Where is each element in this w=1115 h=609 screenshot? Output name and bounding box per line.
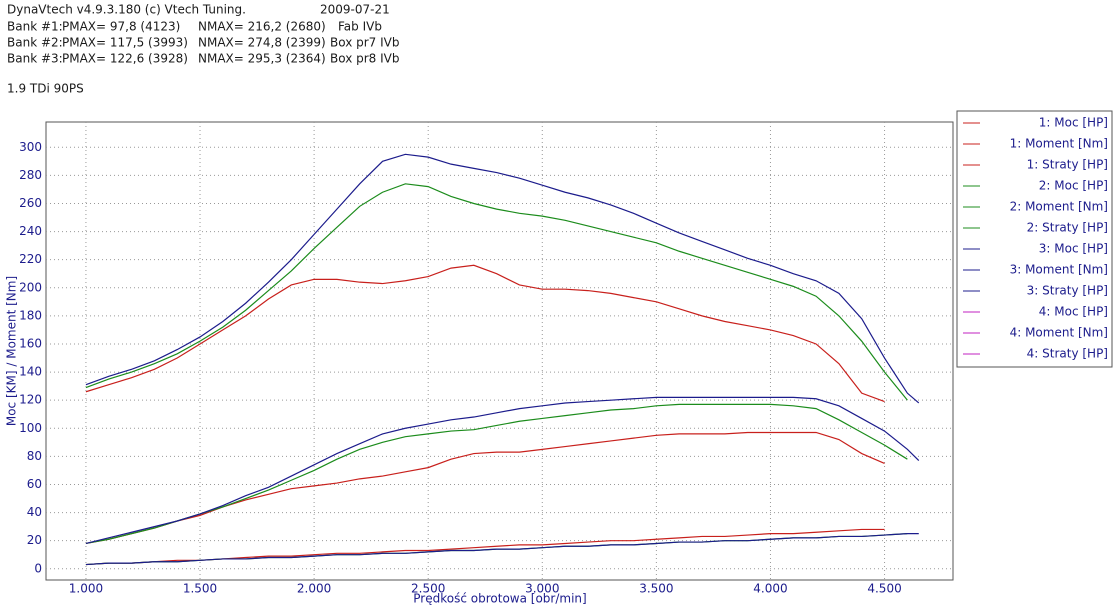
y-axis-title: Moc [KM] / Moment [Nm] [5,276,19,426]
pmax: PMAX= 97,8 (4123) [62,20,180,34]
legend-label: 1: Moc [HP] [1039,116,1108,130]
y-tick-label: 60 [27,477,42,491]
legend-label: 1: Straty [HP] [1027,158,1108,172]
x-tick-label: 4.500 [867,582,901,596]
y-tick-label: 100 [19,421,42,435]
y-tick-label: 40 [27,505,42,519]
pmax: PMAX= 122,6 (3928) [62,52,188,66]
legend [956,110,1113,368]
y-tick-label: 300 [19,140,42,154]
engine: 1.9 TDi 90PS [7,82,84,96]
y-tick-label: 180 [19,308,42,322]
nmax: NMAX= 274,8 (2399) [198,36,326,50]
date: 2009-07-21 [320,3,390,17]
y-tick-label: 240 [19,224,42,238]
legend-label: 3: Moc [HP] [1039,242,1108,256]
legend-label: 3: Moment [Nm] [1010,263,1108,277]
x-tick-label: 2.500 [411,582,445,596]
series-line [85,264,885,403]
legend-label: 4: Moc [HP] [1039,305,1108,319]
y-tick-label: 120 [19,393,42,407]
legend-label: 3: Straty [HP] [1027,284,1108,298]
plot-frame [45,121,954,581]
legend-label: 4: Moment [Nm] [1010,326,1108,340]
y-tick-label: 260 [19,196,42,210]
bank-name: Fab IVb [338,20,382,34]
series-line [85,183,908,401]
legend-label: 2: Moment [Nm] [1010,200,1108,214]
x-tick-label: 1.500 [183,582,217,596]
bank-name: Box pr8 IVb [330,52,400,66]
legend-label: 2: Straty [HP] [1027,221,1108,235]
series-line [85,396,920,545]
bank-name: Box pr7 IVb [330,36,400,50]
x-tick-label: 3.000 [525,582,559,596]
nmax: NMAX= 216,2 (2680) [198,20,326,34]
bank: Bank #2: [7,36,63,50]
y-tick-label: 280 [19,168,42,182]
y-tick-label: 80 [27,449,42,463]
series-line [85,403,908,545]
y-tick-label: 0 [34,561,42,575]
x-tick-label: 4.000 [753,582,787,596]
series-line [85,153,920,404]
bank: Bank #3: [7,52,63,66]
series-line [85,533,919,566]
y-tick-label: 220 [19,252,42,266]
x-axis-title: Prędkość obrotowa [obr/min] [413,592,586,606]
program: DynaVtech v4.9.3.180 (c) Vtech Tuning. [7,3,246,17]
bank: Bank #1: [7,20,63,34]
y-tick-label: 200 [19,280,42,294]
x-tick-label: 2.000 [297,582,331,596]
legend-label: 4: Straty [HP] [1027,347,1108,361]
y-tick-label: 20 [27,533,42,547]
pmax: PMAX= 117,5 (3993) [62,36,188,50]
legend-label: 1: Moment [Nm] [1010,137,1108,151]
x-tick-label: 1.000 [69,582,103,596]
x-tick-label: 3.500 [639,582,673,596]
nmax: NMAX= 295,3 (2364) [198,52,326,66]
y-tick-label: 160 [19,336,42,350]
y-tick-label: 140 [19,365,42,379]
legend-label: 2: Moc [HP] [1039,179,1108,193]
